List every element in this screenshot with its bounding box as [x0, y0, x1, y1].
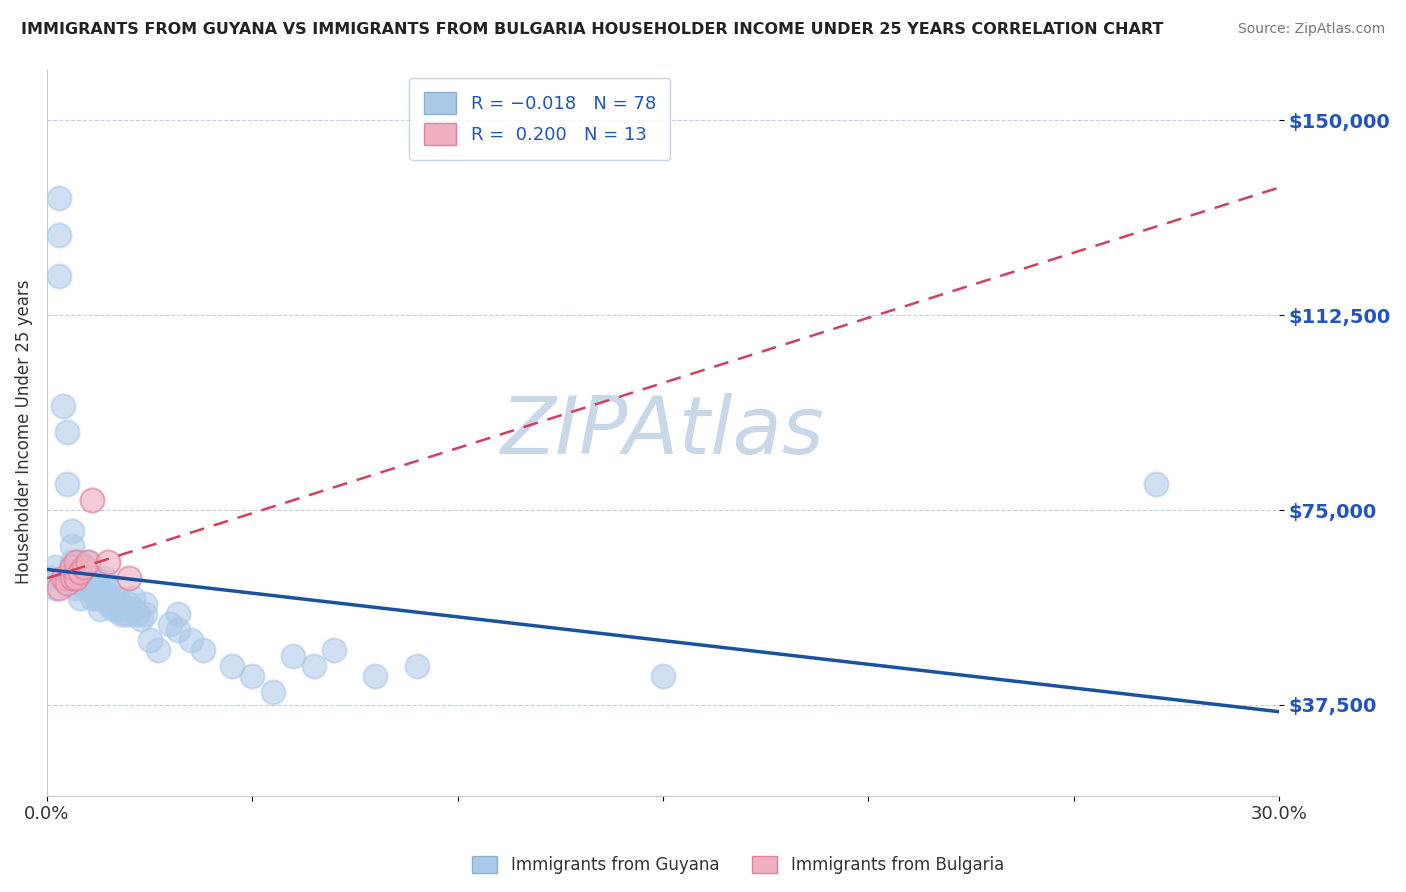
Point [77, 555, 100, 569]
Point [69, 591, 91, 606]
Point [118, 571, 141, 585]
Point [56, 425, 79, 439]
Point [97, 555, 120, 569]
Point [65, 571, 87, 585]
Point [114, 607, 136, 621]
Point [65, 571, 87, 585]
Point [52, 399, 75, 413]
Legend: Immigrants from Guyana, Immigrants from Bulgaria: Immigrants from Guyana, Immigrants from … [465, 849, 1011, 881]
Point [323, 643, 346, 657]
Point [652, 669, 675, 683]
Y-axis label: Householder Income Under 25 years: Householder Income Under 25 years [15, 280, 32, 584]
Point [84, 571, 107, 585]
Point [221, 659, 243, 673]
Point [48, 581, 70, 595]
Point [44, 581, 66, 595]
Point [73, 560, 96, 574]
Point [167, 623, 190, 637]
Point [80, 571, 103, 585]
Point [89, 601, 111, 615]
Point [69, 566, 91, 580]
Point [65, 560, 87, 574]
Point [60, 571, 83, 585]
Point [134, 597, 156, 611]
Point [60, 571, 83, 585]
Point [93, 591, 115, 606]
Point [77, 571, 100, 585]
Point [240, 669, 263, 683]
Point [101, 601, 124, 615]
Point [283, 648, 305, 663]
Point [84, 591, 107, 606]
Text: Source: ZipAtlas.com: Source: ZipAtlas.com [1237, 22, 1385, 37]
Point [73, 566, 96, 580]
Point [77, 581, 100, 595]
Point [146, 643, 169, 657]
Point [44, 560, 66, 574]
Point [65, 581, 87, 595]
Point [80, 591, 103, 606]
Point [105, 601, 128, 615]
Point [127, 607, 149, 621]
Point [262, 685, 284, 699]
Point [89, 581, 111, 595]
Point [110, 597, 132, 611]
Point [93, 581, 115, 595]
Point [110, 607, 132, 621]
Point [39, 571, 62, 585]
Point [1144, 477, 1167, 491]
Text: ZIPAtlas: ZIPAtlas [501, 393, 825, 471]
Point [69, 555, 91, 569]
Point [180, 632, 202, 647]
Point [69, 571, 91, 585]
Point [52, 571, 75, 585]
Point [122, 601, 145, 615]
Text: IMMIGRANTS FROM GUYANA VS IMMIGRANTS FROM BULGARIA HOUSEHOLDER INCOME UNDER 25 Y: IMMIGRANTS FROM GUYANA VS IMMIGRANTS FRO… [21, 22, 1164, 37]
Point [77, 566, 100, 580]
Point [167, 607, 190, 621]
Point [48, 191, 70, 205]
Point [131, 612, 153, 626]
Point [405, 659, 427, 673]
Point [364, 669, 387, 683]
Point [80, 492, 103, 507]
Point [118, 607, 141, 621]
Point [89, 591, 111, 606]
Point [73, 575, 96, 590]
Point [122, 591, 145, 606]
Point [101, 591, 124, 606]
Point [77, 555, 100, 569]
Point [56, 477, 79, 491]
Point [97, 597, 120, 611]
Point [93, 571, 115, 585]
Point [118, 597, 141, 611]
Point [105, 591, 128, 606]
Point [48, 227, 70, 242]
Point [73, 581, 96, 595]
Point [138, 632, 160, 647]
Point [191, 643, 214, 657]
Point [134, 607, 156, 621]
Point [60, 555, 83, 569]
Point [84, 581, 107, 595]
Point [60, 540, 83, 554]
Point [80, 581, 103, 595]
Point [60, 560, 83, 574]
Point [60, 524, 83, 538]
Point [65, 555, 87, 569]
Legend: R = −0.018   N = 78, R =  0.200   N = 13: R = −0.018 N = 78, R = 0.200 N = 13 [409, 78, 671, 160]
Point [97, 581, 120, 595]
Point [302, 659, 325, 673]
Point [56, 575, 79, 590]
Point [48, 269, 70, 284]
Point [159, 617, 181, 632]
